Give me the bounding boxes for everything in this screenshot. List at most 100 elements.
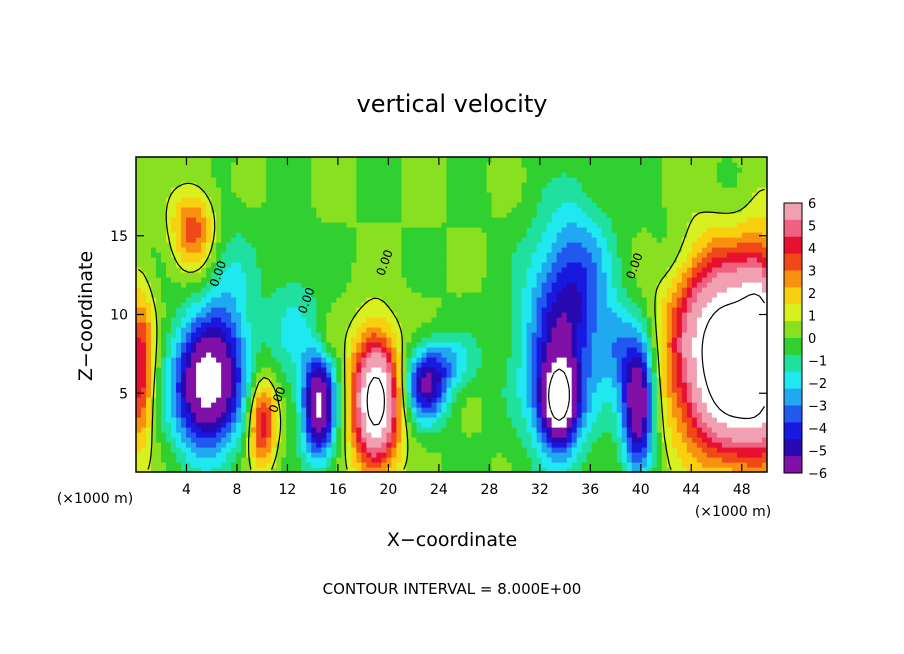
heatmap-cell [381,327,387,333]
heatmap-cell [201,437,207,443]
heatmap-cell [396,437,403,443]
heatmap-cell [751,382,758,388]
heatmap-cell [441,427,448,433]
heatmap-cell [646,402,653,408]
heatmap-cell [336,322,342,328]
heatmap-cell [726,442,733,448]
heatmap-cell [666,282,673,288]
heatmap-cell [381,362,387,368]
heatmap-cell [716,447,723,453]
heatmap-cell [751,332,758,338]
heatmap-cell [561,462,568,468]
heatmap-cell [241,272,247,278]
heatmap-cell [591,362,598,368]
heatmap-cell [226,337,232,343]
heatmap-cell [576,457,583,463]
heatmap-cell [691,467,698,472]
heatmap-cell [451,292,458,298]
heatmap-cell [206,427,212,433]
heatmap-cell [416,387,423,393]
heatmap-cell [406,447,413,453]
heatmap-cell [241,372,247,378]
heatmap-cell [166,437,172,443]
heatmap-cell [171,442,177,448]
heatmap-cell [471,312,478,318]
heatmap-cell [141,447,147,453]
heatmap-cell [721,387,728,393]
heatmap-cell [636,307,643,313]
heatmap-cell [551,357,558,363]
heatmap-cell [546,397,553,403]
heatmap-cell [706,392,713,398]
heatmap-cell [721,332,728,338]
heatmap-cell [386,407,393,413]
heatmap-cell [136,392,142,398]
heatmap-cell [591,402,598,408]
heatmap-cell [266,462,272,468]
heatmap-cell [146,347,152,353]
heatmap-cell [751,427,758,433]
heatmap-cell [241,292,247,298]
heatmap-cell [556,392,563,398]
heatmap-cell [341,342,347,348]
heatmap-cell [451,307,458,313]
heatmap-cell [736,317,743,323]
heatmap-cell [251,397,257,403]
heatmap-cell [716,412,723,418]
heatmap-cell [761,387,767,393]
heatmap-cell [626,317,633,323]
heatmap-cell [171,457,177,463]
heatmap-cell [141,412,147,418]
heatmap-cell [286,307,292,313]
heatmap-cell [751,367,758,373]
heatmap-cell [691,427,698,433]
heatmap-cell [761,457,767,463]
heatmap-cell [271,392,277,398]
heatmap-cell [261,402,267,408]
heatmap-cell [521,337,528,343]
heatmap-cell [436,272,443,278]
heatmap-cell [451,287,458,293]
heatmap-cell [631,362,638,368]
heatmap-cell [186,322,192,328]
heatmap-cell [691,387,698,393]
heatmap-cell [566,417,573,423]
heatmap-cell [576,407,583,413]
heatmap-cell [401,427,408,433]
heatmap-cell [446,307,453,313]
heatmap-cell [476,457,483,463]
heatmap-cell [661,277,668,283]
heatmap-cell [491,302,498,308]
heatmap-cell [361,332,367,338]
heatmap-cell [391,417,398,423]
heatmap-cell [381,277,387,283]
heatmap-cell [276,417,282,423]
heatmap-cell [281,462,287,468]
heatmap-cell [726,327,733,333]
heatmap-cell [676,397,683,403]
heatmap-cell [711,422,718,428]
heatmap-cell [671,297,678,303]
heatmap-cell [331,307,337,313]
heatmap-cell [731,447,738,453]
heatmap-cell [316,277,322,283]
heatmap-cell [656,357,663,363]
heatmap-cell [376,277,382,283]
heatmap-cell [706,442,713,448]
heatmap-cell [406,377,413,383]
heatmap-cell [341,317,347,323]
heatmap-cell [256,387,262,393]
heatmap-cell [266,392,272,398]
heatmap-cell [411,317,418,323]
heatmap-cell [451,392,458,398]
heatmap-cell [611,332,618,338]
heatmap-cell [521,387,528,393]
heatmap-cell [446,337,453,343]
heatmap-cell [256,332,262,338]
heatmap-cell [576,352,583,358]
heatmap-cell [221,312,227,318]
heatmap-cell [201,342,207,348]
heatmap-cell [461,442,468,448]
heatmap-cell [421,277,428,283]
heatmap-cell [331,467,337,472]
